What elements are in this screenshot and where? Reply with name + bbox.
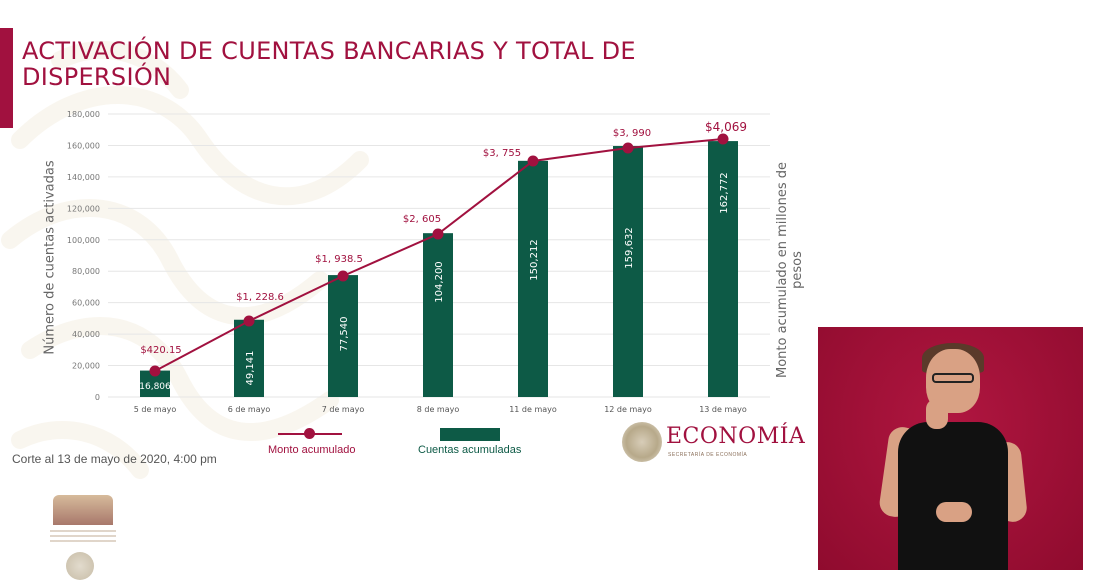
- interpreter-body: [898, 422, 1008, 570]
- bar-value-label: 77,540: [339, 317, 350, 352]
- logo-name: ECONOMÍA: [666, 424, 806, 449]
- slide-title: ACTIVACIÓN DE CUENTAS BANCARIAS Y TOTAL …: [22, 37, 636, 91]
- logo-text-lines: [50, 530, 116, 544]
- interpreter-hand: [936, 502, 972, 522]
- sign-language-interpreter-video: [818, 327, 1083, 570]
- logo-subtitle: SECRETARÍA DE ECONOMÍA: [668, 452, 748, 458]
- bar-value-label: 49,141: [245, 351, 256, 386]
- bar: [234, 319, 264, 397]
- y-tick-label: 160,000: [67, 141, 100, 150]
- x-tick-label: 13 de mayo: [699, 405, 747, 414]
- bar-value-label: 104,200: [434, 261, 445, 302]
- y-tick-label: 0: [95, 393, 100, 402]
- x-tick-label: 11 de mayo: [509, 405, 557, 414]
- bar: [708, 141, 738, 397]
- y-tick-label: 80,000: [72, 267, 100, 276]
- mexico-coat-of-arms-icon: [622, 422, 662, 462]
- line-point: [149, 365, 161, 377]
- line-point: [432, 228, 444, 240]
- line-value-label: $420.15: [140, 345, 181, 356]
- line-value-label: $3, 755: [483, 148, 521, 159]
- line-point: [243, 315, 255, 327]
- line-point: [337, 270, 349, 282]
- economia-logo: ECONOMÍA SECRETARÍA DE ECONOMÍA: [622, 422, 806, 466]
- bar-value-label: 150,212: [529, 239, 540, 280]
- y-tick-label: 180,000: [67, 110, 100, 119]
- x-tick-label: 12 de mayo: [604, 405, 652, 414]
- bar: [613, 146, 643, 397]
- line-value-label: $1, 228.6: [236, 292, 284, 303]
- bar-value-label: 16,806: [139, 382, 171, 392]
- line-point: [717, 133, 729, 145]
- legend-bar-swatch: [440, 428, 500, 441]
- x-tick-label: 5 de mayo: [134, 405, 177, 414]
- line-value-label: $4,069: [705, 120, 747, 134]
- mini-seal-icon: [66, 552, 94, 580]
- y-tick-label: 20,000: [72, 362, 100, 371]
- watermark-pattern: [1, 41, 369, 479]
- bar-value-label: 159,632: [624, 227, 635, 268]
- y-tick-label: 140,000: [67, 173, 100, 182]
- line-value-label: $2, 605: [403, 214, 441, 225]
- bar: [423, 233, 453, 397]
- line-point: [527, 155, 539, 167]
- legend-label: Monto acumulado: [268, 444, 356, 456]
- y-tick-label: 100,000: [67, 236, 100, 245]
- legend-label: Cuentas acumuladas: [418, 444, 522, 456]
- y-tick-label: 60,000: [72, 299, 100, 308]
- bar: [518, 160, 548, 397]
- legend-dot-icon: [304, 428, 315, 439]
- x-tick-label: 7 de mayo: [322, 405, 365, 414]
- cuarta-transformacion-logo-icon: [48, 490, 118, 580]
- y-tick-label: 120,000: [67, 204, 100, 213]
- y-tick-label: 40,000: [72, 330, 100, 339]
- glasses-icon: [932, 373, 974, 383]
- line-value-label: $1, 938.5: [315, 254, 363, 265]
- x-tick-label: 6 de mayo: [228, 405, 271, 414]
- x-tick-label: 8 de mayo: [417, 405, 460, 414]
- historical-figures-icon: [53, 495, 113, 525]
- interpreter-hand: [926, 399, 948, 429]
- bar-value-label: 162,772: [719, 172, 730, 213]
- title-accent-bar: [0, 28, 13, 128]
- data-cutoff-note: Corte al 13 de mayo de 2020, 4:00 pm: [12, 452, 217, 466]
- line-value-label: $3, 990: [613, 128, 651, 139]
- line-point: [622, 142, 634, 154]
- bar: [328, 275, 358, 397]
